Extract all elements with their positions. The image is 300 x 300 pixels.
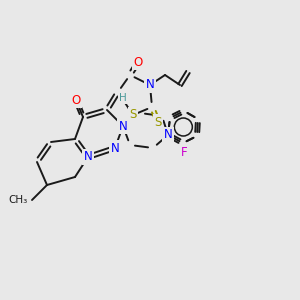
Text: O: O [134,56,142,68]
Text: H: H [119,93,127,103]
Text: N: N [146,79,154,92]
Text: N: N [164,128,172,142]
Text: F: F [181,146,187,158]
Text: S: S [154,116,162,128]
Text: S: S [129,109,137,122]
Text: N: N [118,119,127,133]
Text: O: O [71,94,81,106]
Text: N: N [84,151,92,164]
Text: N: N [111,142,119,154]
Text: CH₃: CH₃ [9,195,28,205]
